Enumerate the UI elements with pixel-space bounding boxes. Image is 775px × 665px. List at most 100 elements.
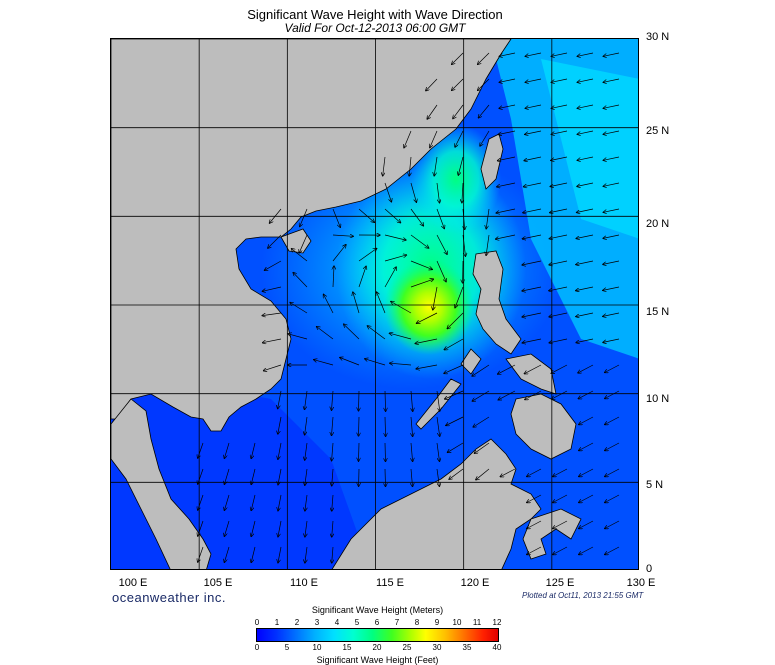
- landmasses: [111, 39, 582, 569]
- colorbar-feet-tick: 25: [402, 643, 412, 652]
- wave-direction-arrow: [426, 78, 438, 91]
- lat-label-0: 0: [646, 563, 653, 575]
- wave-direction-arrow: [332, 416, 334, 436]
- wave-direction-arrow: [474, 442, 490, 453]
- wave-direction-arrow: [603, 208, 620, 212]
- wave-direction-arrow: [525, 104, 542, 108]
- wave-direction-arrow: [446, 416, 464, 426]
- wave-direction-arrow: [265, 260, 282, 270]
- wave-direction-arrow: [384, 255, 407, 262]
- wave-direction-arrow: [224, 546, 230, 562]
- wave-direction-arrow: [550, 182, 568, 187]
- wave-direction-arrow: [384, 267, 396, 288]
- lat-label-5n: 5 N: [646, 479, 664, 491]
- wave-direction-arrow: [305, 546, 307, 563]
- colorbar-meters-tick: 4: [334, 618, 340, 627]
- wave-direction-arrow: [524, 364, 542, 374]
- wave-direction-arrow: [549, 312, 568, 317]
- wave-direction-arrow: [332, 390, 334, 410]
- wave-direction-arrow: [551, 364, 568, 373]
- wave-direction-arrow: [359, 390, 360, 411]
- wave-direction-arrow: [367, 326, 386, 340]
- wave-direction-arrow: [377, 292, 386, 314]
- colorbar-feet-tick: 20: [372, 643, 382, 652]
- wave-direction-arrow: [499, 52, 516, 56]
- wave-direction-arrow: [551, 130, 568, 134]
- wave-direction-arrow: [268, 234, 282, 248]
- wave-direction-arrow: [463, 208, 465, 229]
- wave-direction-arrow: [314, 360, 334, 366]
- wave-direction-arrow: [288, 334, 308, 340]
- wave-direction-arrow: [551, 52, 568, 56]
- map-title: Significant Wave Height with Wave Direct…: [247, 7, 503, 22]
- wave-direction-arrow: [305, 416, 308, 435]
- lat-label-15n: 15 N: [646, 306, 670, 318]
- wave-direction-arrow: [278, 442, 282, 459]
- brand-logo-text: oceanweather inc.: [112, 590, 227, 605]
- wave-direction-arrow: [444, 338, 464, 350]
- taiwan-strait-swell: [411, 124, 501, 234]
- wave-direction-arrow: [452, 52, 464, 64]
- wave-direction-arrow: [385, 390, 386, 411]
- wave-direction-arrow: [434, 156, 438, 176]
- wave-direction-arrow: [603, 312, 620, 316]
- wave-direction-arrow: [576, 286, 594, 291]
- wave-direction-arrow: [436, 182, 440, 203]
- wave-direction-arrow: [522, 234, 542, 239]
- wave-direction-arrow: [251, 442, 256, 459]
- wave-direction-arrow: [603, 156, 620, 160]
- wave-direction-arrow: [430, 130, 438, 148]
- wave-direction-arrow: [576, 234, 594, 239]
- plotted-timestamp: Plotted at Oct11, 2013 21:55 GMT: [522, 591, 644, 600]
- wave-direction-arrow: [263, 338, 282, 343]
- wave-direction-arrow: [410, 234, 429, 248]
- wave-direction-arrow: [417, 312, 438, 323]
- wave-direction-arrow: [522, 312, 542, 317]
- wave-direction-arrow: [496, 234, 516, 239]
- wave-direction-arrow: [603, 130, 620, 134]
- wave-direction-arrow: [549, 234, 568, 239]
- mainland-asia: [111, 39, 512, 432]
- wave-direction-arrow: [291, 249, 308, 262]
- wave-direction-arrow: [324, 294, 334, 314]
- wave-direction-arrow: [603, 182, 620, 186]
- lon-label-120e: 120 E: [460, 577, 490, 589]
- wave-direction-arrow: [486, 208, 490, 229]
- wave-direction-arrow: [224, 468, 230, 484]
- wave-direction-arrow: [605, 416, 620, 425]
- colorbar-meters-tick: 8: [414, 618, 420, 627]
- wave-direction-arrow: [410, 279, 433, 288]
- wave-direction-arrow: [577, 182, 594, 186]
- lon-label-110e: 110 E: [290, 577, 318, 589]
- colorbar-feet-tick: 0: [254, 643, 260, 652]
- wave-direction-arrow: [305, 442, 308, 460]
- wave-direction-arrow: [458, 156, 464, 175]
- wave-direction-arrow: [251, 494, 256, 511]
- wave-direction-arrow: [278, 546, 282, 563]
- wave-direction-arrow: [577, 208, 594, 213]
- wave-direction-arrow: [264, 364, 282, 371]
- wave-direction-arrow: [416, 364, 438, 369]
- colorbar-meters-tick: 10: [452, 618, 462, 627]
- wave-direction-arrow: [525, 78, 542, 82]
- wave-direction-arrow: [447, 312, 464, 329]
- colorbar-meters-tick: 6: [374, 618, 380, 627]
- wave-direction-arrow: [576, 338, 594, 343]
- wave-direction-arrow: [436, 468, 439, 486]
- wave-direction-arrow: [278, 494, 282, 511]
- lon-label-105e: 105 E: [203, 577, 233, 589]
- wave-direction-arrow: [578, 364, 594, 373]
- wave-direction-arrow: [410, 260, 432, 269]
- wave-direction-arrow: [605, 390, 620, 399]
- wave-direction-arrow: [498, 390, 516, 400]
- lon-label-115e: 115 E: [376, 577, 404, 589]
- wave-direction-arrow: [224, 442, 230, 458]
- wave-direction-arrow: [603, 78, 620, 82]
- colorbar-meters-tick: 11: [472, 618, 482, 627]
- wave-direction-arrow: [549, 260, 568, 265]
- wave-direction-arrow: [578, 390, 594, 399]
- wave-direction-arrow: [603, 286, 620, 290]
- wave-direction-arrow: [480, 130, 490, 146]
- wave-direction-arrow: [577, 104, 594, 108]
